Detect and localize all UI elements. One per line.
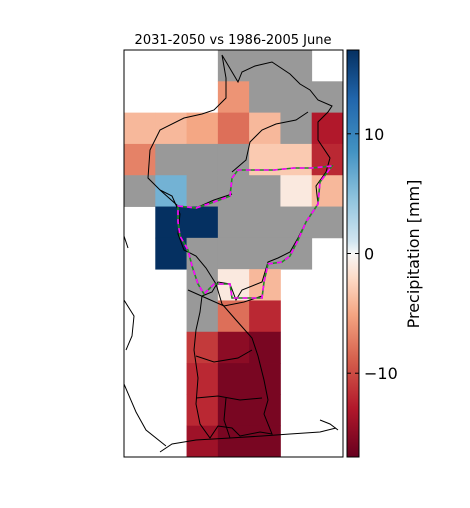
heatmap-cell bbox=[186, 206, 219, 239]
heatmap-cell bbox=[124, 112, 156, 145]
heatmap-cell bbox=[217, 363, 250, 395]
colorbar-label: Precipitation [mm] bbox=[404, 180, 423, 329]
heatmap-cell bbox=[280, 50, 313, 82]
heatmap-cell bbox=[311, 206, 344, 239]
heatmap-cell bbox=[186, 143, 219, 176]
colorbar-ticks: 10 0 −10 bbox=[347, 125, 398, 383]
map-borders bbox=[123, 54, 339, 453]
colorbar-tick-label: −10 bbox=[364, 364, 398, 383]
coastline bbox=[123, 235, 129, 249]
heatmap-cell bbox=[186, 300, 219, 333]
heatmap-cell bbox=[249, 363, 281, 395]
heatmap-cell bbox=[249, 50, 281, 82]
map-frame bbox=[123, 49, 344, 458]
heatmap-cell bbox=[280, 81, 313, 114]
heatmap-cell bbox=[280, 143, 313, 176]
coastline bbox=[123, 299, 135, 351]
heatmap-cell bbox=[249, 331, 281, 364]
heatmap-cell bbox=[249, 175, 281, 207]
internal-border bbox=[231, 111, 309, 173]
internal-border bbox=[195, 349, 253, 363]
heatmap-cell bbox=[155, 175, 187, 207]
heatmap-cell bbox=[280, 112, 313, 145]
heatmap-cell bbox=[217, 425, 250, 458]
heatmap-cell bbox=[249, 81, 281, 114]
coastline bbox=[159, 427, 337, 453]
heatmap-cells bbox=[124, 50, 344, 458]
heatmap-cell bbox=[311, 112, 344, 145]
heatmap-cell bbox=[217, 331, 250, 364]
region-outline bbox=[177, 165, 334, 299]
colorbar: 10 0 −10 Precipitation [mm] bbox=[346, 49, 423, 458]
heatmap-cell bbox=[280, 206, 313, 239]
heatmap-cell bbox=[186, 363, 219, 395]
heatmap-cell bbox=[217, 112, 250, 145]
heatmap-cell bbox=[186, 112, 219, 145]
heatmap-cell bbox=[155, 237, 187, 270]
heatmap-cell bbox=[311, 143, 344, 176]
heatmap-cell bbox=[249, 206, 281, 239]
coastline bbox=[123, 383, 167, 447]
heatmap-cell bbox=[217, 81, 250, 114]
heatmap-cell bbox=[217, 175, 250, 207]
heatmap-cell bbox=[124, 175, 156, 207]
heatmap-cell bbox=[186, 331, 219, 364]
heatmap-cell bbox=[155, 206, 187, 239]
map-area bbox=[123, 49, 344, 458]
heatmap-cell bbox=[217, 237, 250, 270]
heatmap-cell bbox=[186, 425, 219, 458]
heatmap-cell bbox=[217, 50, 250, 82]
colorbar-tick-label: 10 bbox=[364, 125, 384, 144]
heatmap-cell bbox=[249, 237, 281, 270]
heatmap-cell bbox=[249, 300, 281, 333]
chart-title: 2031-2050 vs 1986-2005 June bbox=[135, 33, 332, 48]
heatmap-cell bbox=[155, 112, 187, 145]
colorbar-tick-label: 0 bbox=[364, 245, 374, 264]
heatmap-cell bbox=[186, 394, 219, 427]
heatmap-cell bbox=[217, 269, 250, 301]
heatmap-cell bbox=[155, 143, 187, 176]
internal-border bbox=[223, 397, 231, 439]
region-outline-magenta bbox=[177, 165, 334, 299]
internal-border bbox=[195, 395, 263, 401]
heatmap-cell bbox=[249, 143, 281, 176]
heatmap-cell bbox=[217, 206, 250, 239]
internal-border bbox=[187, 289, 263, 307]
heatmap-cell bbox=[311, 81, 344, 114]
heatmap-cell bbox=[280, 175, 313, 207]
heatmap-cell bbox=[249, 425, 281, 458]
coastline bbox=[319, 419, 339, 431]
